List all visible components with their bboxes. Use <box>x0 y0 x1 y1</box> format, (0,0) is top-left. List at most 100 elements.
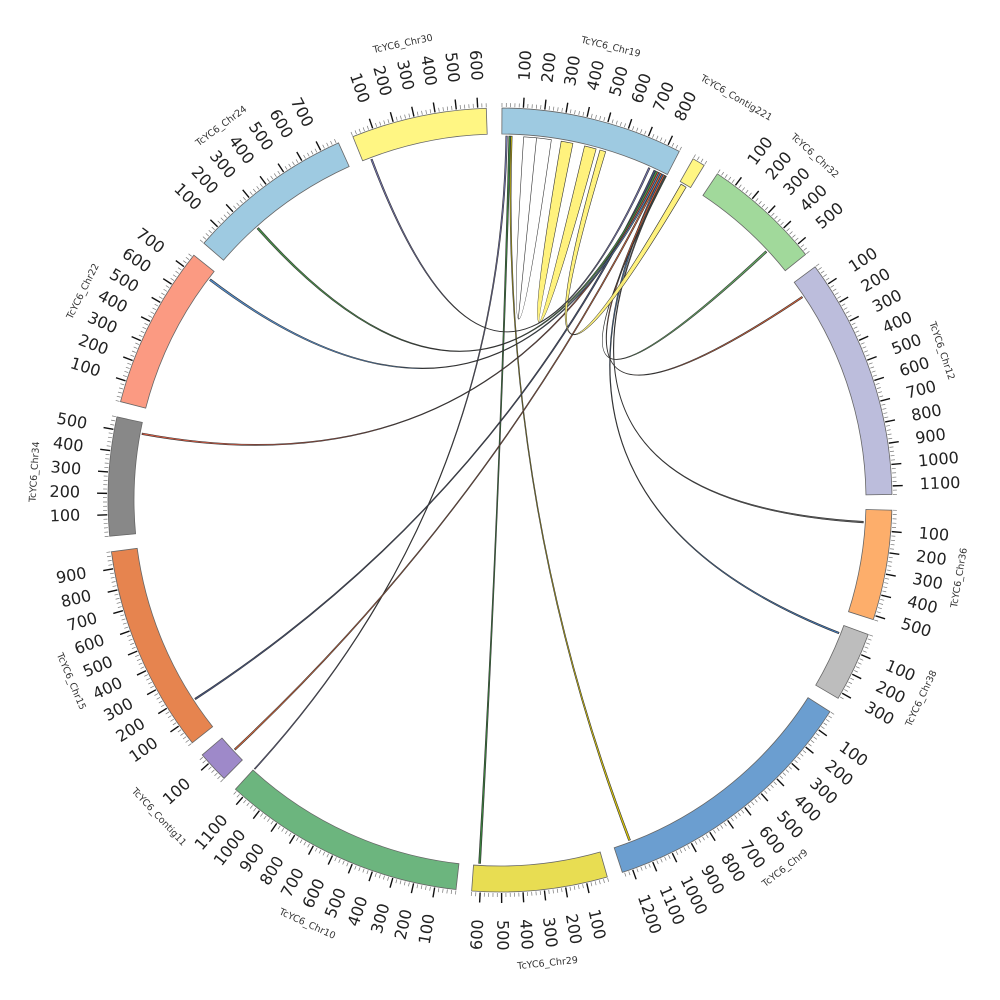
minor-tick <box>771 212 775 217</box>
minor-tick <box>270 820 274 825</box>
minor-tick <box>883 412 888 414</box>
major-tick <box>667 135 674 146</box>
minor-tick <box>573 885 576 890</box>
major-tick <box>107 589 118 593</box>
minor-tick <box>636 868 639 873</box>
major-tick <box>151 296 161 304</box>
minor-tick <box>815 263 820 267</box>
minor-tick <box>425 109 427 114</box>
major-tick <box>881 594 892 599</box>
minor-tick <box>420 885 423 890</box>
major-tick <box>270 823 278 833</box>
major-tick <box>727 819 735 829</box>
link-ribbon <box>233 172 663 751</box>
minor-tick <box>236 202 240 207</box>
minor-tick <box>130 354 135 357</box>
tick-label: 900 <box>914 424 947 447</box>
minor-tick <box>885 578 890 580</box>
minor-tick <box>882 590 887 593</box>
minor-tick <box>416 111 419 116</box>
minor-tick <box>877 607 882 610</box>
minor-tick <box>266 178 270 182</box>
minor-tick <box>870 366 875 369</box>
minor-tick <box>660 858 663 863</box>
minor-tick <box>780 221 784 226</box>
minor-tick <box>223 214 227 218</box>
minor-tick <box>322 851 326 856</box>
minor-tick <box>660 137 663 142</box>
minor-tick <box>239 199 243 204</box>
minor-tick <box>172 274 177 278</box>
major-tick <box>115 377 126 382</box>
segment-name-chr36: TcYC6_Chr36 <box>949 547 970 610</box>
minor-tick <box>242 197 247 201</box>
minor-tick <box>561 888 563 893</box>
major-tick <box>858 335 869 341</box>
tick-label: 700 <box>65 608 100 635</box>
segment-contig11 <box>201 737 243 780</box>
minor-tick <box>421 110 423 115</box>
minor-tick <box>362 127 365 132</box>
minor-tick <box>158 700 163 704</box>
tick-label: 400 <box>905 591 939 617</box>
minor-tick <box>696 156 700 161</box>
minor-tick <box>334 857 337 862</box>
minor-tick <box>338 858 341 863</box>
minor-tick <box>640 866 643 871</box>
minor-tick <box>782 772 787 776</box>
minor-tick <box>574 110 576 115</box>
major-tick <box>432 102 436 113</box>
major-tick <box>880 397 891 402</box>
minor-tick <box>728 176 732 181</box>
minor-tick <box>770 784 774 789</box>
major-tick <box>225 203 234 213</box>
major-tick <box>860 654 871 660</box>
tick-label: 900 <box>55 563 88 587</box>
minor-tick <box>851 322 856 326</box>
tick-label: 100 <box>346 70 374 105</box>
minor-tick <box>109 572 114 575</box>
minor-tick <box>731 179 735 183</box>
minor-tick <box>374 872 377 877</box>
minor-tick <box>590 882 593 887</box>
minor-tick <box>303 154 306 159</box>
major-tick <box>157 707 168 715</box>
minor-tick <box>747 804 751 809</box>
minor-tick <box>828 715 832 719</box>
minor-tick <box>387 119 390 124</box>
minor-tick <box>761 203 765 208</box>
minor-tick <box>142 326 147 330</box>
minor-tick <box>599 115 602 120</box>
segment-name-chr34: TcYC6_Chr34 <box>27 441 42 503</box>
minor-tick <box>598 880 601 885</box>
minor-tick <box>120 383 125 386</box>
major-tick <box>671 852 678 863</box>
minor-tick <box>830 711 835 715</box>
minor-tick <box>755 198 759 202</box>
major-tick <box>522 892 525 903</box>
major-tick <box>885 419 896 423</box>
tick-label: 200 <box>915 546 948 569</box>
minor-tick <box>603 117 606 122</box>
minor-tick <box>671 142 675 147</box>
minor-tick <box>314 847 318 852</box>
minor-tick <box>867 638 872 641</box>
major-tick <box>122 356 133 362</box>
minor-tick <box>233 205 237 210</box>
minor-tick <box>112 585 117 587</box>
minor-tick <box>106 445 111 447</box>
tick-label: 400 <box>417 54 441 87</box>
minor-tick <box>888 556 893 559</box>
major-tick <box>874 376 885 382</box>
minor-tick <box>148 315 153 318</box>
minor-tick <box>267 818 270 822</box>
minor-tick <box>797 756 801 760</box>
tick-label: 1100 <box>919 473 960 493</box>
minor-tick <box>202 236 207 240</box>
minor-tick <box>350 131 353 136</box>
segment-name-chr9: TcYC6_Chr9 <box>759 847 810 890</box>
minor-tick <box>226 211 231 215</box>
tick-label: 200 <box>369 64 396 99</box>
minor-tick <box>860 342 865 345</box>
segment-contig221 <box>679 158 705 189</box>
